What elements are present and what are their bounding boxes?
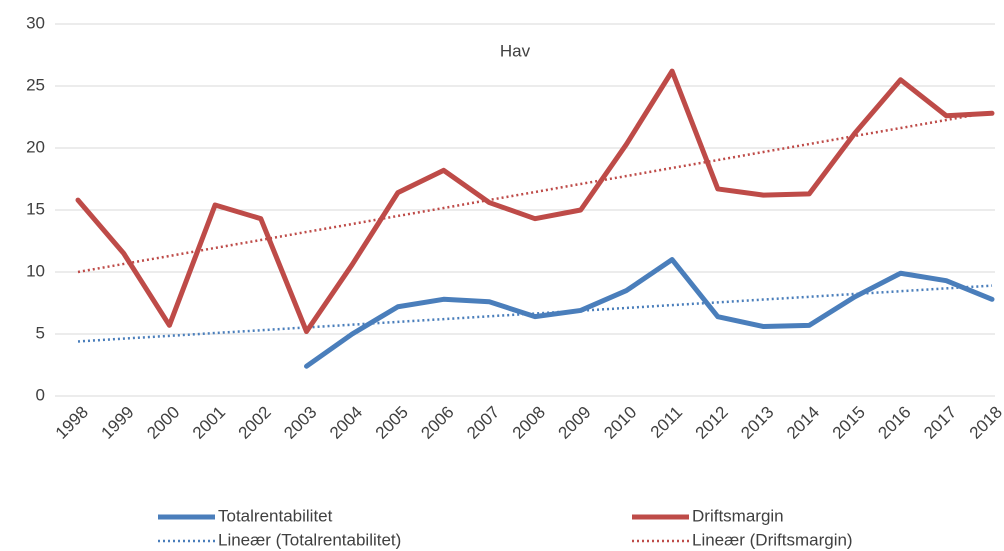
legend-label: Lineær (Driftsmargin) — [692, 530, 853, 549]
y-tick-label: 0 — [36, 385, 45, 404]
x-tick-label: 1998 — [52, 403, 92, 443]
x-tick-label: 2005 — [372, 403, 412, 443]
x-tick-label: 2017 — [920, 403, 960, 443]
y-tick-label: 5 — [36, 323, 45, 342]
x-tick-label: 2013 — [737, 403, 777, 443]
x-tick-label: 2001 — [189, 403, 229, 443]
y-tick-label: 10 — [26, 261, 45, 280]
legend-label: Driftsmargin — [692, 506, 784, 525]
x-tick-label: 2002 — [235, 403, 275, 443]
x-tick-label: 2000 — [143, 403, 183, 443]
data-line — [304, 257, 995, 369]
x-tick-label: 2007 — [463, 403, 503, 443]
legend-label: Lineær (Totalrentabilitet) — [218, 530, 401, 549]
x-tick-label: 2014 — [783, 403, 823, 443]
x-tick-label: 2016 — [874, 403, 914, 443]
chart-title: Hav — [500, 41, 531, 60]
x-tick-label: 2015 — [829, 403, 869, 443]
x-tick-label: 1999 — [98, 403, 138, 443]
x-tick-label: 2011 — [647, 403, 686, 442]
x-tick-label: 2008 — [509, 403, 549, 443]
y-tick-label: 20 — [26, 137, 45, 156]
x-tick-label: 2010 — [600, 403, 640, 443]
x-tick-label: 2009 — [555, 403, 595, 443]
legend-label: Totalrentabilitet — [218, 506, 333, 525]
x-tick-label: 2012 — [692, 403, 732, 443]
x-tick-label: 2006 — [417, 403, 457, 443]
x-tick-label: 2018 — [966, 403, 1004, 443]
x-tick-label: 2004 — [326, 403, 366, 443]
y-tick-label: 25 — [26, 75, 45, 94]
x-tick-label: 2003 — [280, 403, 320, 443]
y-tick-label: 30 — [26, 13, 45, 32]
data-line — [75, 68, 995, 335]
y-tick-label: 15 — [26, 199, 45, 218]
